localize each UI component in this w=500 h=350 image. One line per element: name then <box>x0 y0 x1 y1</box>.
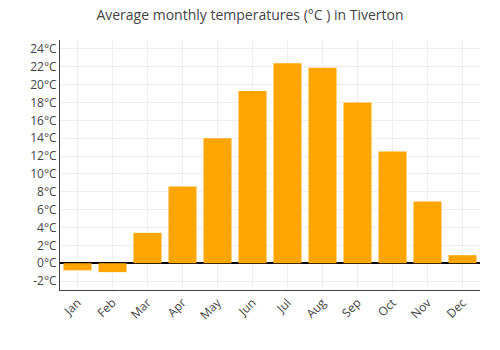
svg-text:Aug: Aug <box>302 294 330 322</box>
svg-text:Dec: Dec <box>443 294 470 321</box>
svg-text:16°C: 16°C <box>30 112 57 129</box>
svg-text:Mar: Mar <box>127 294 155 322</box>
svg-text:6°C: 6°C <box>37 201 57 218</box>
svg-text:14°C: 14°C <box>30 129 57 146</box>
svg-text:Jun: Jun <box>234 294 259 319</box>
svg-text:May: May <box>196 294 225 323</box>
svg-text:Nov: Nov <box>407 294 435 322</box>
svg-text:24°C: 24°C <box>30 40 57 57</box>
svg-text:8°C: 8°C <box>37 183 57 200</box>
svg-text:Jan: Jan <box>60 294 85 319</box>
svg-text:4°C: 4°C <box>37 219 57 236</box>
svg-text:Feb: Feb <box>93 294 119 320</box>
svg-text:10°C: 10°C <box>30 165 57 182</box>
svg-text:18°C: 18°C <box>30 94 57 111</box>
svg-text:Average monthly temperatures (: Average monthly temperatures (°C ) in Ti… <box>96 5 403 24</box>
svg-text:12°C: 12°C <box>30 147 57 164</box>
svg-text:Jul: Jul <box>272 294 294 316</box>
svg-text:20°C: 20°C <box>30 76 57 93</box>
svg-text:-2°C: -2°C <box>33 272 57 289</box>
svg-text:Sep: Sep <box>338 294 365 321</box>
svg-text:Oct: Oct <box>374 294 400 320</box>
svg-text:0°C: 0°C <box>37 254 57 271</box>
svg-text:22°C: 22°C <box>30 58 57 75</box>
svg-text:Apr: Apr <box>164 294 190 320</box>
svg-text:2°C: 2°C <box>37 237 57 254</box>
